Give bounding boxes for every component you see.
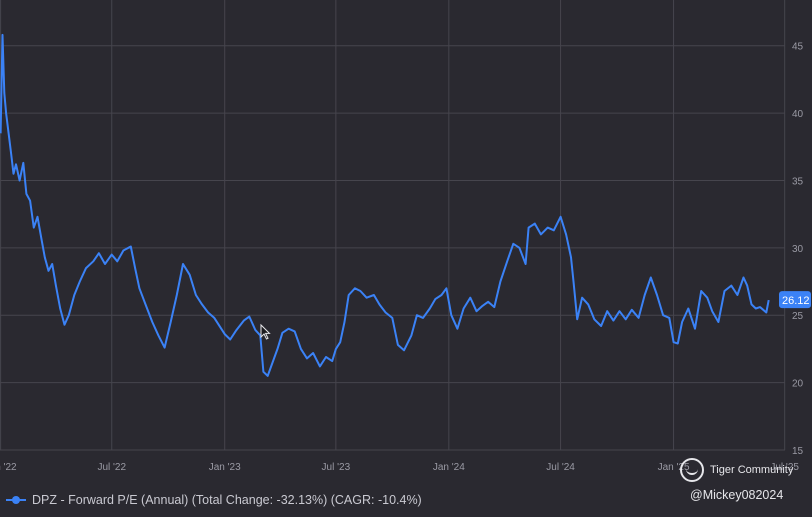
x-tick-label: Jan '23 bbox=[209, 462, 241, 473]
watermark-brand: Tiger Community bbox=[710, 464, 794, 476]
x-tick-label: Jul '25 bbox=[770, 462, 799, 473]
tiger-community-logo: Tiger Community bbox=[680, 458, 793, 482]
x-tick-label: Jul '22 bbox=[97, 462, 126, 473]
mouse-cursor-icon bbox=[260, 323, 271, 340]
chart-legend[interactable]: DPZ - Forward P/E (Annual) (Total Change… bbox=[6, 491, 422, 509]
y-tick-label: 30 bbox=[792, 244, 804, 255]
tiger-logo-icon bbox=[680, 458, 704, 482]
last-value-badge-bg bbox=[779, 291, 811, 309]
chart-grid bbox=[0, 0, 786, 451]
legend-label: DPZ - Forward P/E (Annual) (Total Change… bbox=[32, 493, 422, 507]
y-tick-label: 15 bbox=[792, 446, 804, 457]
last-value-label: 26.12 bbox=[782, 295, 810, 307]
y-axis: 15 20 25 30 35 40 45 bbox=[792, 42, 804, 457]
x-tick-label: Jan '25 bbox=[658, 462, 690, 473]
y-tick-label: 35 bbox=[792, 176, 804, 187]
legend-line-marker-icon bbox=[6, 494, 26, 506]
x-tick-label: Jan '22 bbox=[0, 462, 17, 473]
watermark-handle: @Mickey082024 bbox=[690, 488, 784, 502]
last-value-badge: 26.12 bbox=[779, 291, 811, 309]
series-line bbox=[0, 33, 770, 377]
x-tick-label: Jul '24 bbox=[546, 462, 575, 473]
y-tick-label: 25 bbox=[792, 311, 804, 322]
x-axis: Jan '22 Jul '22 Jan '23 Jul '23 Jan '24 Jul '… bbox=[0, 462, 799, 473]
x-tick-label: Jul '23 bbox=[322, 462, 351, 473]
x-tick-label: Jan '24 bbox=[433, 462, 465, 473]
y-tick-label: 20 bbox=[792, 379, 804, 390]
y-tick-label: 40 bbox=[792, 109, 804, 120]
y-tick-label: 45 bbox=[792, 42, 804, 53]
